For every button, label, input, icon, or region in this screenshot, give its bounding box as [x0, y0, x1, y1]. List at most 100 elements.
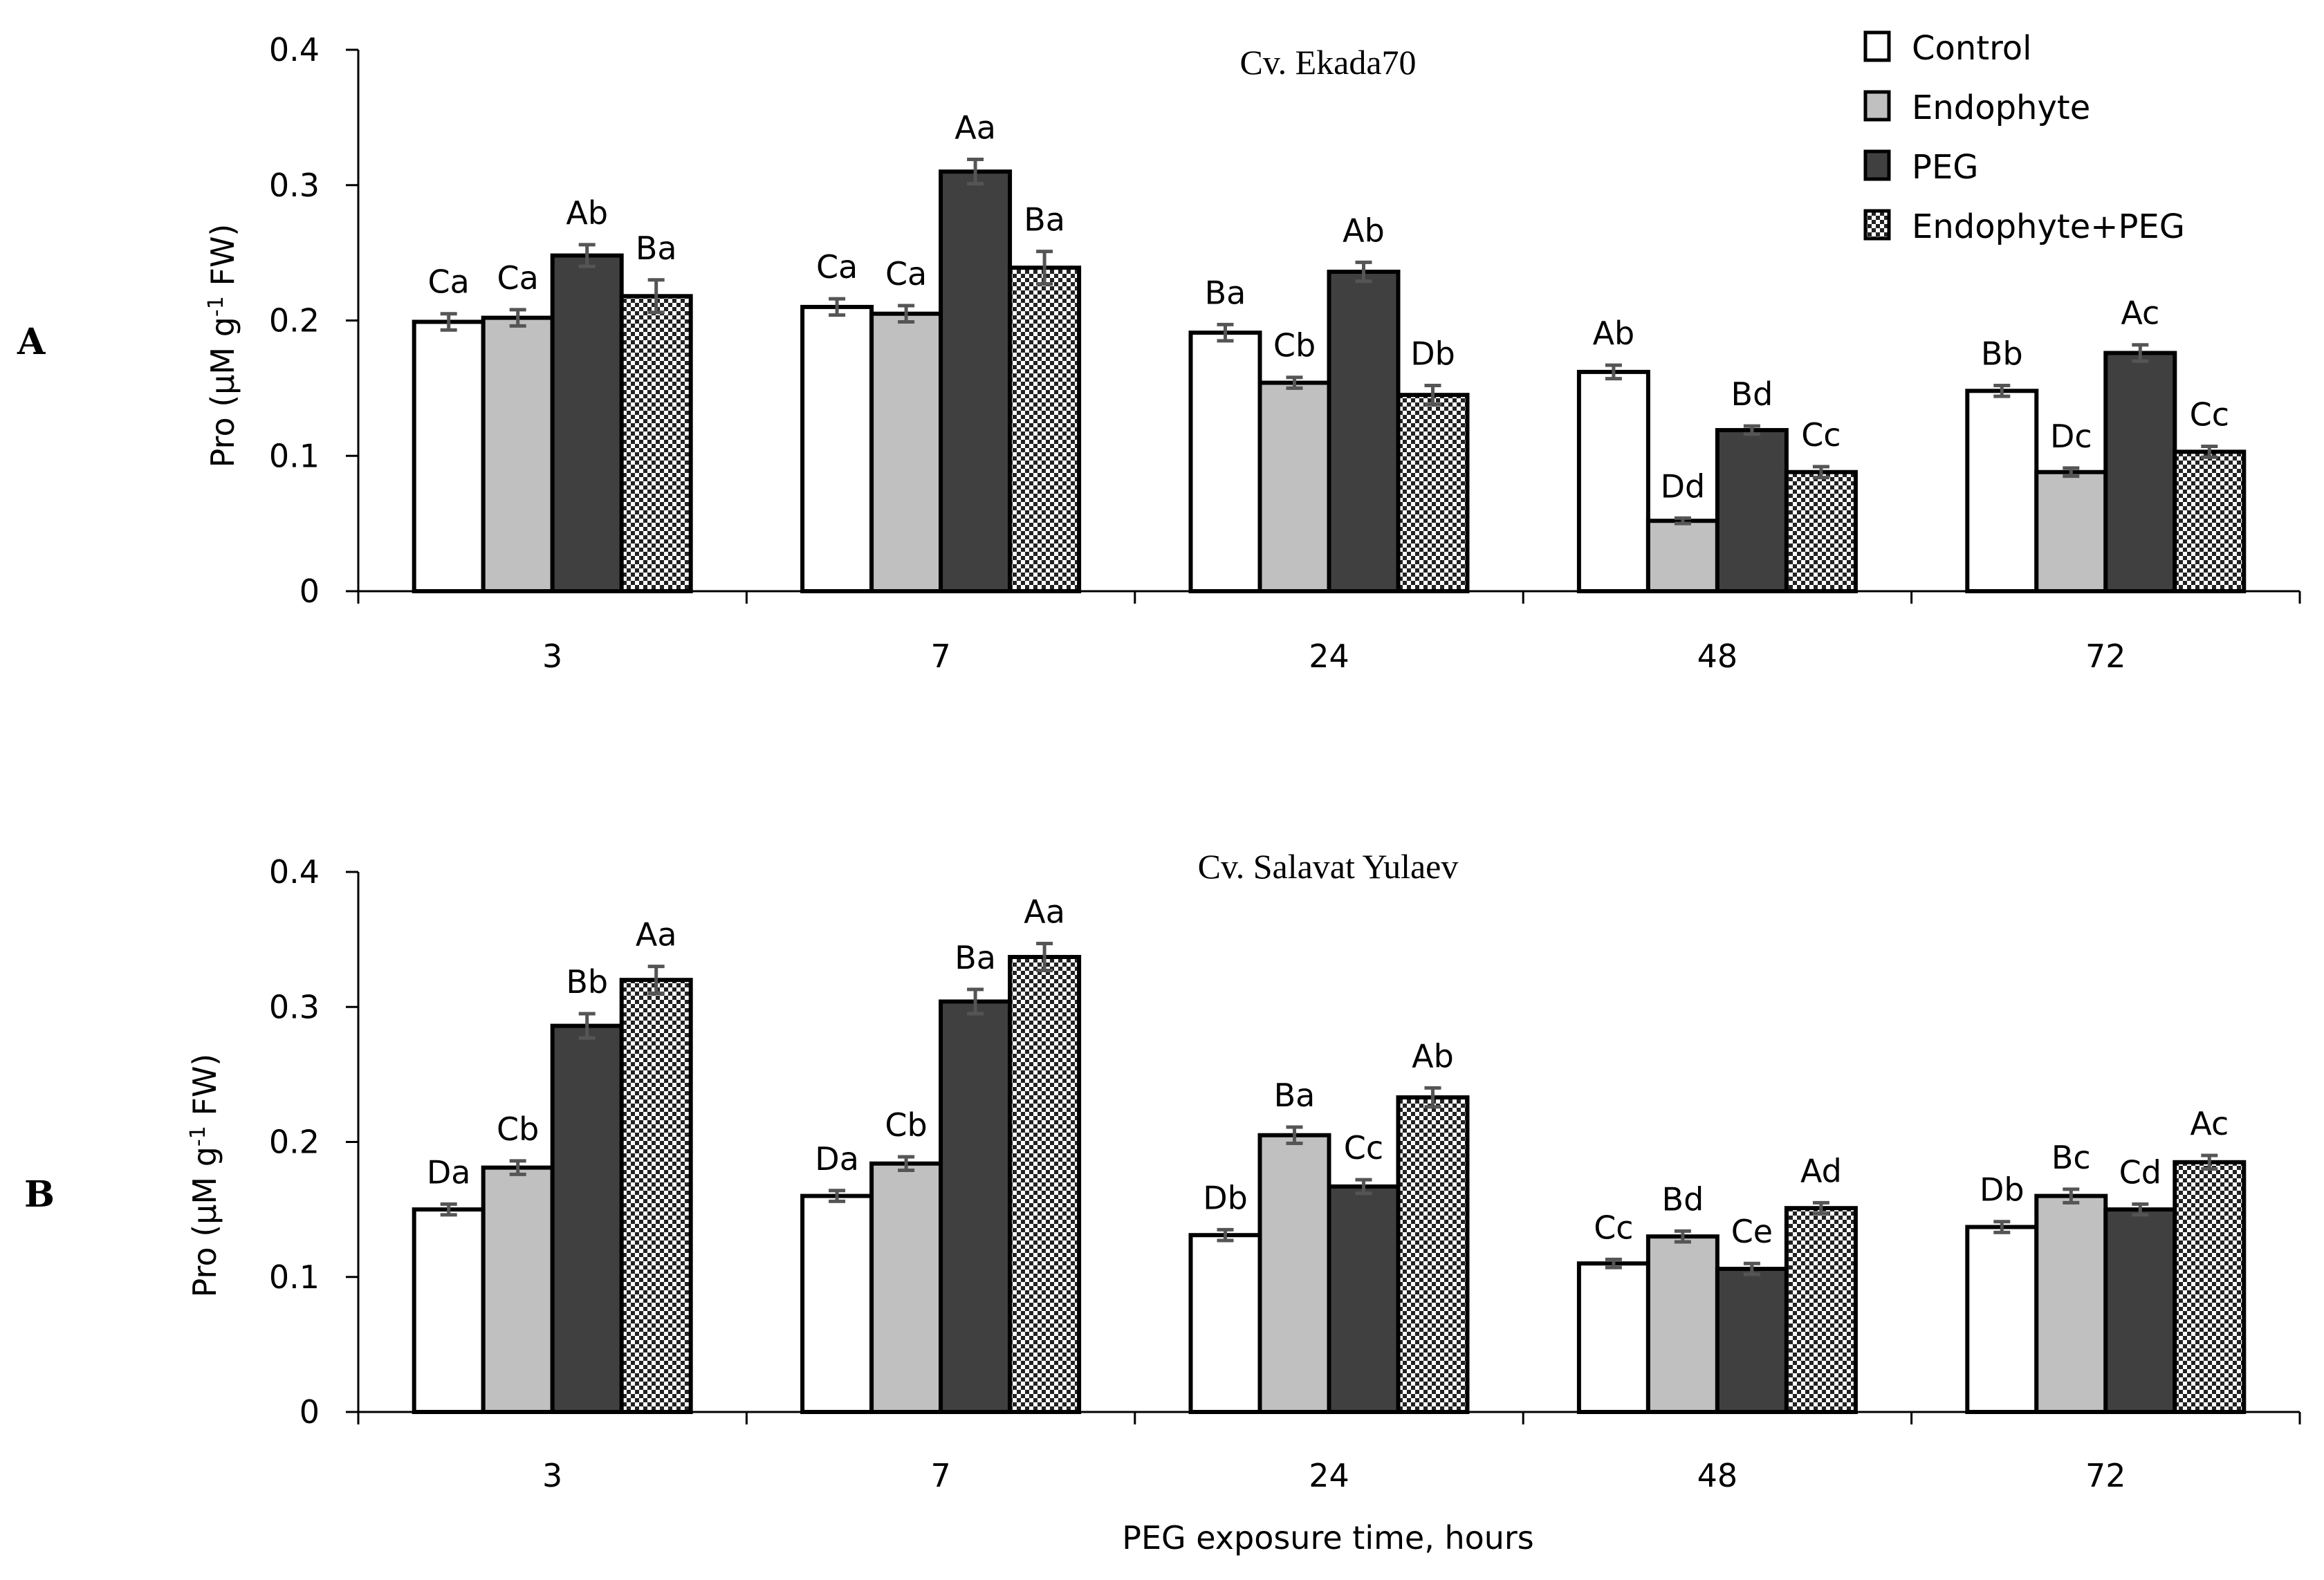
legend-label-endophyte: Endophyte: [1912, 89, 2090, 127]
bar-data-label: Ab: [1412, 1037, 1454, 1075]
panel-b: B Cv. Salavat Yulaev Pro (µM g-1 FW) 0 0.…: [24, 847, 2301, 1556]
y-tick-label: 0.3: [269, 988, 320, 1025]
y-tick-label: 0.1: [269, 437, 320, 474]
bar-peg-24: [1327, 270, 1401, 593]
x-tick-label: 24: [1309, 638, 1349, 675]
bar-peg-24: [1327, 1184, 1401, 1414]
y-tick-label: 0: [299, 1393, 320, 1431]
bar-data-label: Ab: [1343, 212, 1385, 249]
bar-endophyte-24: [1257, 1133, 1331, 1415]
x-tick-label: 24: [1309, 1457, 1349, 1494]
bar-endophyte-peg-72: [2173, 1160, 2247, 1414]
panel-letter-a: A: [17, 321, 46, 363]
bar-peg-3: [550, 1023, 624, 1414]
bar-data-label: Db: [1410, 335, 1455, 372]
bar-peg-72: [2103, 1207, 2177, 1414]
bar-endophyte-peg-48: [1784, 470, 1858, 593]
y-tick-label: 0.1: [269, 1258, 320, 1296]
panel-letter-b: B: [24, 1173, 55, 1216]
bar-peg-7: [939, 169, 1013, 594]
bar-control-3: [412, 1207, 486, 1414]
bar-control-24: [1188, 331, 1262, 593]
chart-title-a: Cv. Ekada70: [1239, 43, 1416, 82]
legend-item-control: Control: [1863, 29, 2032, 68]
legend: Control Endophyte PEG Endophyte+PEG: [1863, 29, 2185, 246]
y-tick-label: 0.4: [269, 31, 320, 68]
bar-endophyte-peg-3: [619, 978, 693, 1414]
bar-data-label: Ca: [816, 248, 858, 286]
legend-item-endophyte-peg: Endophyte+PEG: [1863, 207, 2185, 246]
bar-data-label: Ce: [1731, 1213, 1773, 1250]
x-tick-label: 3: [542, 1457, 562, 1494]
bar-data-label: Db: [1980, 1171, 2025, 1209]
bar-data-label: Bd: [1731, 375, 1773, 413]
y-tick-label: 0.4: [269, 853, 320, 891]
bar-control-48: [1576, 369, 1650, 593]
y-tick-label: 0.3: [269, 167, 320, 204]
bar-peg-7: [939, 999, 1013, 1414]
bar-data-label: Dc: [2050, 418, 2092, 455]
x-tick-label: 7: [930, 638, 950, 675]
legend-item-peg: PEG: [1863, 148, 1978, 187]
legend-item-endophyte: Endophyte: [1863, 89, 2090, 127]
x-tick-label: 48: [1697, 638, 1738, 675]
bar-data-label: Ca: [497, 259, 539, 297]
bar-data-label: Da: [427, 1153, 471, 1191]
bar-data-label: Cc: [2190, 396, 2229, 434]
bar-peg-3: [550, 253, 624, 593]
bar-data-label: Cc: [1594, 1209, 1633, 1246]
bar-data-label: Da: [815, 1140, 859, 1178]
legend-swatch-endophyte: [1863, 90, 1891, 122]
bar-endophyte-peg-7: [1008, 266, 1082, 593]
bar-data-label: Ba: [1024, 201, 1065, 239]
bar-endophyte-72: [2034, 1193, 2108, 1414]
bar-peg-72: [2103, 351, 2177, 593]
bar-endophyte-7: [869, 1161, 943, 1414]
bar-endophyte-peg-3: [619, 294, 693, 593]
panel-a: A Cv. Ekada70 Pro (µM g-1 FW) 0 0.1 0.2 0.3…: [17, 31, 2301, 675]
bar-data-label: Ba: [1274, 1077, 1316, 1114]
bar-control-72: [1965, 389, 2039, 593]
bar-control-7: [800, 304, 874, 593]
bar-endophyte-72: [2034, 470, 2108, 593]
bar-endophyte-48: [1645, 1234, 1719, 1415]
bar-data-label: Aa: [1024, 893, 1065, 930]
bar-data-label: Db: [1203, 1179, 1248, 1216]
bar-data-label: Cb: [497, 1110, 539, 1148]
y-axis-label-b: Pro (µM g-1 FW): [186, 1054, 223, 1298]
bar-data-label: Ca: [885, 255, 927, 292]
x-tick-label: 7: [930, 1457, 950, 1494]
legend-label-peg: PEG: [1912, 148, 1978, 187]
y-tick-label: 0: [299, 573, 320, 610]
bar-peg-48: [1715, 1267, 1789, 1415]
bar-data-label: Ad: [1800, 1152, 1842, 1189]
bar-data-label: Bc: [2051, 1139, 2091, 1176]
x-axis-label: PEG exposure time, hours: [1122, 1519, 1534, 1556]
bar-data-label: Ab: [1593, 315, 1635, 352]
bar-data-label: Ba: [954, 939, 996, 976]
bar-endophyte-peg-48: [1784, 1206, 1858, 1414]
y-tick-label: 0.2: [269, 1124, 320, 1161]
bar-data-label: Cb: [885, 1106, 927, 1144]
bar-data-label: Ac: [2190, 1105, 2229, 1142]
bar-data-label: Cc: [1344, 1129, 1383, 1167]
x-tick-label: 72: [2085, 1457, 2126, 1494]
bar-endophyte-7: [869, 311, 943, 593]
y-tick-label: 0.2: [269, 302, 320, 340]
bar-control-7: [800, 1193, 874, 1414]
axes-a: 0 0.1 0.2 0.3 0.4 3 7 24 48 72: [269, 31, 2301, 675]
bar-data-label: Cd: [2119, 1153, 2161, 1191]
legend-swatch-control: [1863, 30, 1891, 62]
legend-label-control: Control: [1912, 29, 2032, 68]
bar-data-label: Aa: [636, 916, 677, 954]
bar-data-label: Ba: [1205, 274, 1246, 311]
bar-data-label: Ca: [428, 263, 470, 301]
bar-data-label: Cb: [1273, 327, 1316, 364]
legend-label-endophyte-peg: Endophyte+PEG: [1912, 207, 2185, 246]
bar-control-48: [1576, 1261, 1650, 1414]
y-axis-label-a: Pro (µM g-1 FW): [204, 224, 241, 468]
x-tick-label: 48: [1697, 1457, 1738, 1494]
bar-endophyte-3: [481, 1165, 555, 1415]
bar-endophyte-24: [1257, 380, 1331, 593]
